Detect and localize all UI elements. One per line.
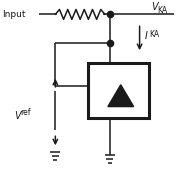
Text: Input: Input: [2, 10, 25, 19]
Text: KA: KA: [157, 6, 168, 15]
Text: I: I: [145, 31, 147, 41]
Text: V: V: [152, 2, 158, 12]
Text: V: V: [15, 110, 21, 121]
Bar: [88, 63, 149, 119]
Text: KA: KA: [149, 30, 160, 39]
Text: ref: ref: [21, 108, 31, 117]
Polygon shape: [108, 85, 134, 107]
